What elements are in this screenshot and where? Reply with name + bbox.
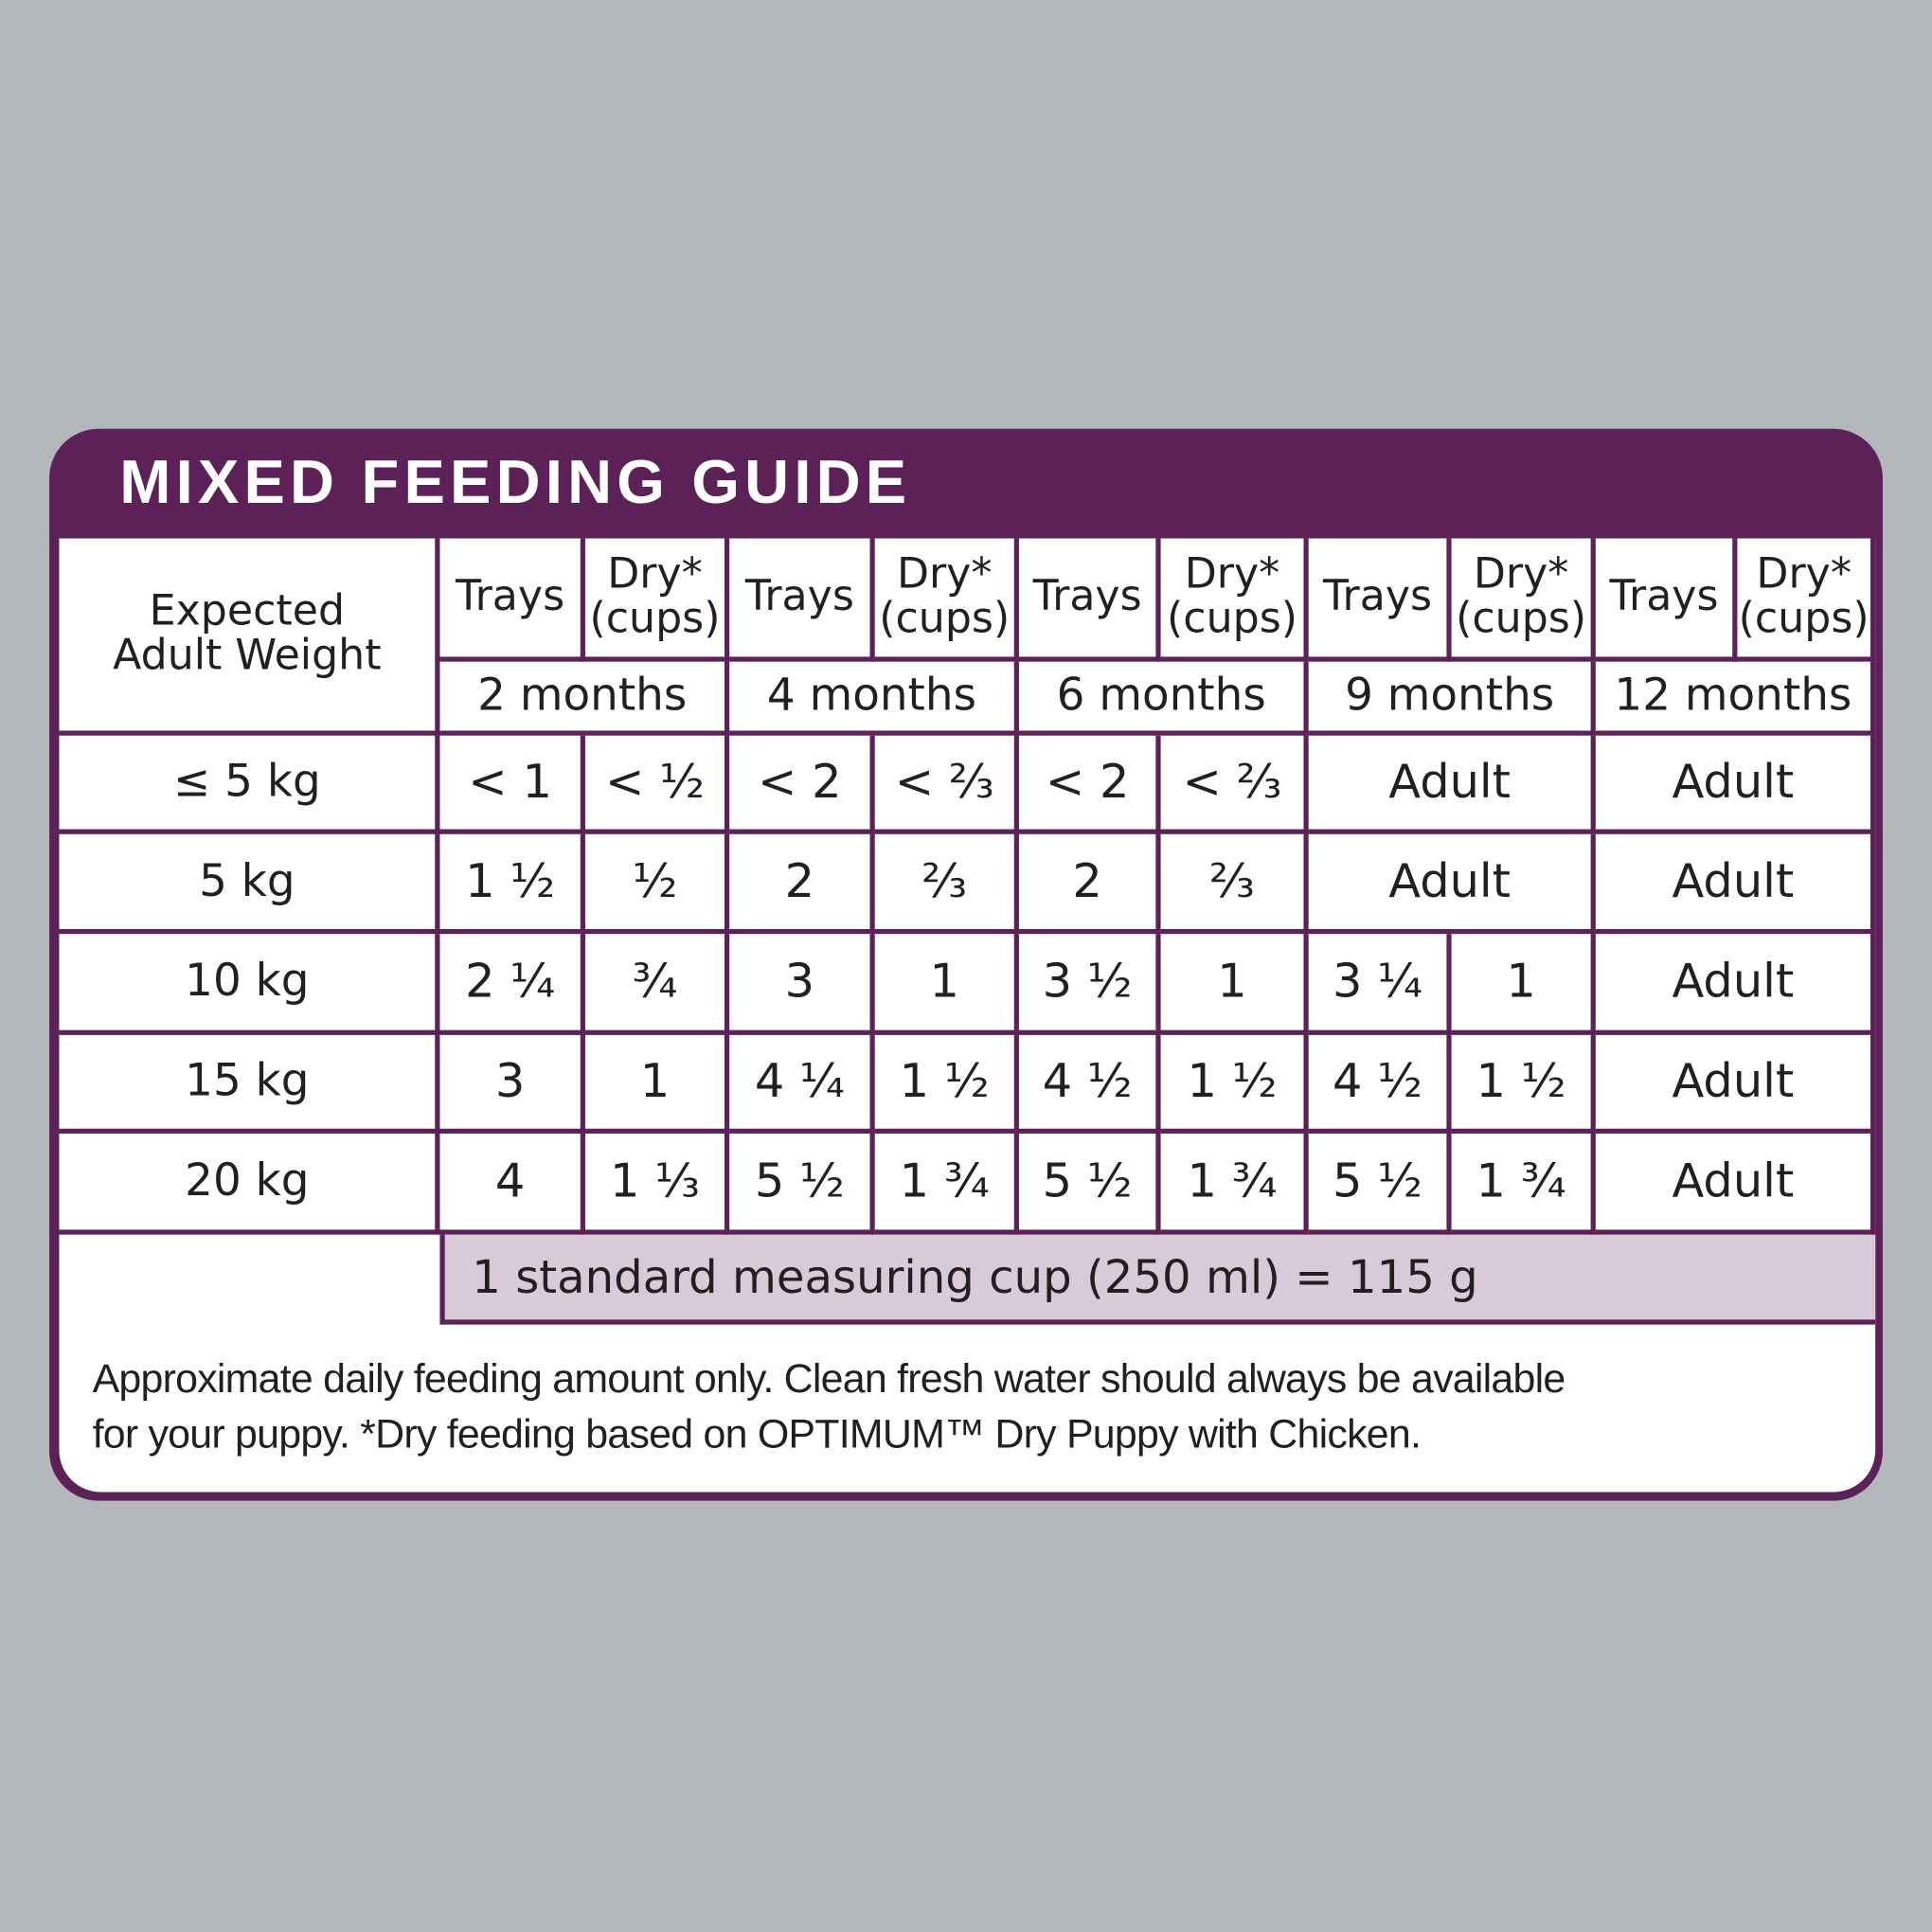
column-header: Trays: [1018, 538, 1161, 662]
value-cell: 1: [1451, 934, 1596, 1035]
value-cell: Adult: [1308, 735, 1596, 834]
value-cell: < ⅔: [874, 735, 1019, 834]
weight-cell: 10 kg: [59, 934, 440, 1035]
value-cell: 4: [439, 1133, 585, 1235]
value-cell: 3 ¼: [1308, 934, 1452, 1035]
value-cell: < ⅔: [1160, 735, 1309, 834]
value-cell: 2: [729, 833, 875, 935]
weight-cell: ≤ 5 kg: [59, 735, 440, 834]
value-cell: 4 ½: [1018, 1034, 1161, 1134]
value-cell: 1 ⅓: [584, 1133, 730, 1235]
value-cell: ½: [584, 833, 730, 935]
column-header: Dry* (cups): [874, 538, 1019, 662]
column-header: Dry* (cups): [1160, 538, 1309, 662]
column-header: Trays: [439, 538, 585, 662]
column-header: Dry* (cups): [584, 538, 730, 662]
value-cell: 3 ½: [1018, 934, 1161, 1035]
value-cell: ⅔: [1160, 833, 1309, 935]
age-header: 12 months: [1595, 661, 1876, 736]
title: MIXED FEEDING GUIDE: [119, 447, 912, 517]
value-cell: 5 ½: [729, 1133, 875, 1235]
value-cell: 4 ¼: [729, 1034, 875, 1134]
value-cell: 1: [1160, 934, 1309, 1035]
age-header: 9 months: [1308, 661, 1596, 736]
value-cell: Adult: [1595, 1034, 1876, 1134]
value-cell: < ½: [584, 735, 730, 834]
footnote: for your puppy. *Dry feeding based on OP…: [92, 1410, 1422, 1457]
value-cell: < 2: [729, 735, 875, 834]
value-cell: 1 ¾: [874, 1133, 1019, 1235]
corner-header: Expected Adult Weight: [59, 538, 440, 736]
column-header: Trays: [1308, 538, 1452, 662]
card-body: [59, 538, 1876, 1493]
weight-cell: 20 kg: [59, 1133, 440, 1235]
value-cell: Adult: [1595, 934, 1876, 1035]
value-cell: 1 ½: [1451, 1034, 1596, 1134]
value-cell: 1 ½: [439, 833, 585, 935]
value-cell: 5 ½: [1308, 1133, 1452, 1235]
value-cell: Adult: [1595, 833, 1876, 935]
footnote: Approximate daily feeding amount only. C…: [92, 1355, 1566, 1402]
conversion: 1 standard measuring cup (250 ml) = 115 …: [439, 1234, 1876, 1325]
value-cell: 1 ½: [874, 1034, 1019, 1134]
value-cell: Adult: [1595, 735, 1876, 834]
weight-cell: 15 kg: [59, 1034, 440, 1134]
column-header: Trays: [729, 538, 875, 662]
value-cell: 3: [729, 934, 875, 1035]
value-cell: 3: [439, 1034, 585, 1134]
value-cell: 2 ¼: [439, 934, 585, 1035]
value-cell: 1: [584, 1034, 730, 1134]
weight-cell: 5 kg: [59, 833, 440, 935]
age-header: 2 months: [439, 661, 730, 736]
value-cell: < 2: [1018, 735, 1161, 834]
value-cell: Adult: [1308, 833, 1596, 935]
value-cell: Adult: [1595, 1133, 1876, 1235]
value-cell: 1 ½: [1160, 1034, 1309, 1134]
value-cell: 4 ½: [1308, 1034, 1452, 1134]
column-header: Dry* (cups): [1451, 538, 1596, 662]
value-cell: ¾: [584, 934, 730, 1035]
value-cell: 1: [874, 934, 1019, 1035]
value-cell: 5 ½: [1018, 1133, 1161, 1235]
column-header: Dry* (cups): [1737, 538, 1876, 662]
value-cell: ⅔: [874, 833, 1019, 935]
value-cell: 1 ¾: [1160, 1133, 1309, 1235]
value-cell: 1 ¾: [1451, 1133, 1596, 1235]
age-header: 4 months: [729, 661, 1019, 736]
value-cell: 2: [1018, 833, 1161, 935]
column-header: Trays: [1595, 538, 1738, 662]
value-cell: < 1: [439, 735, 585, 834]
age-header: 6 months: [1018, 661, 1309, 736]
